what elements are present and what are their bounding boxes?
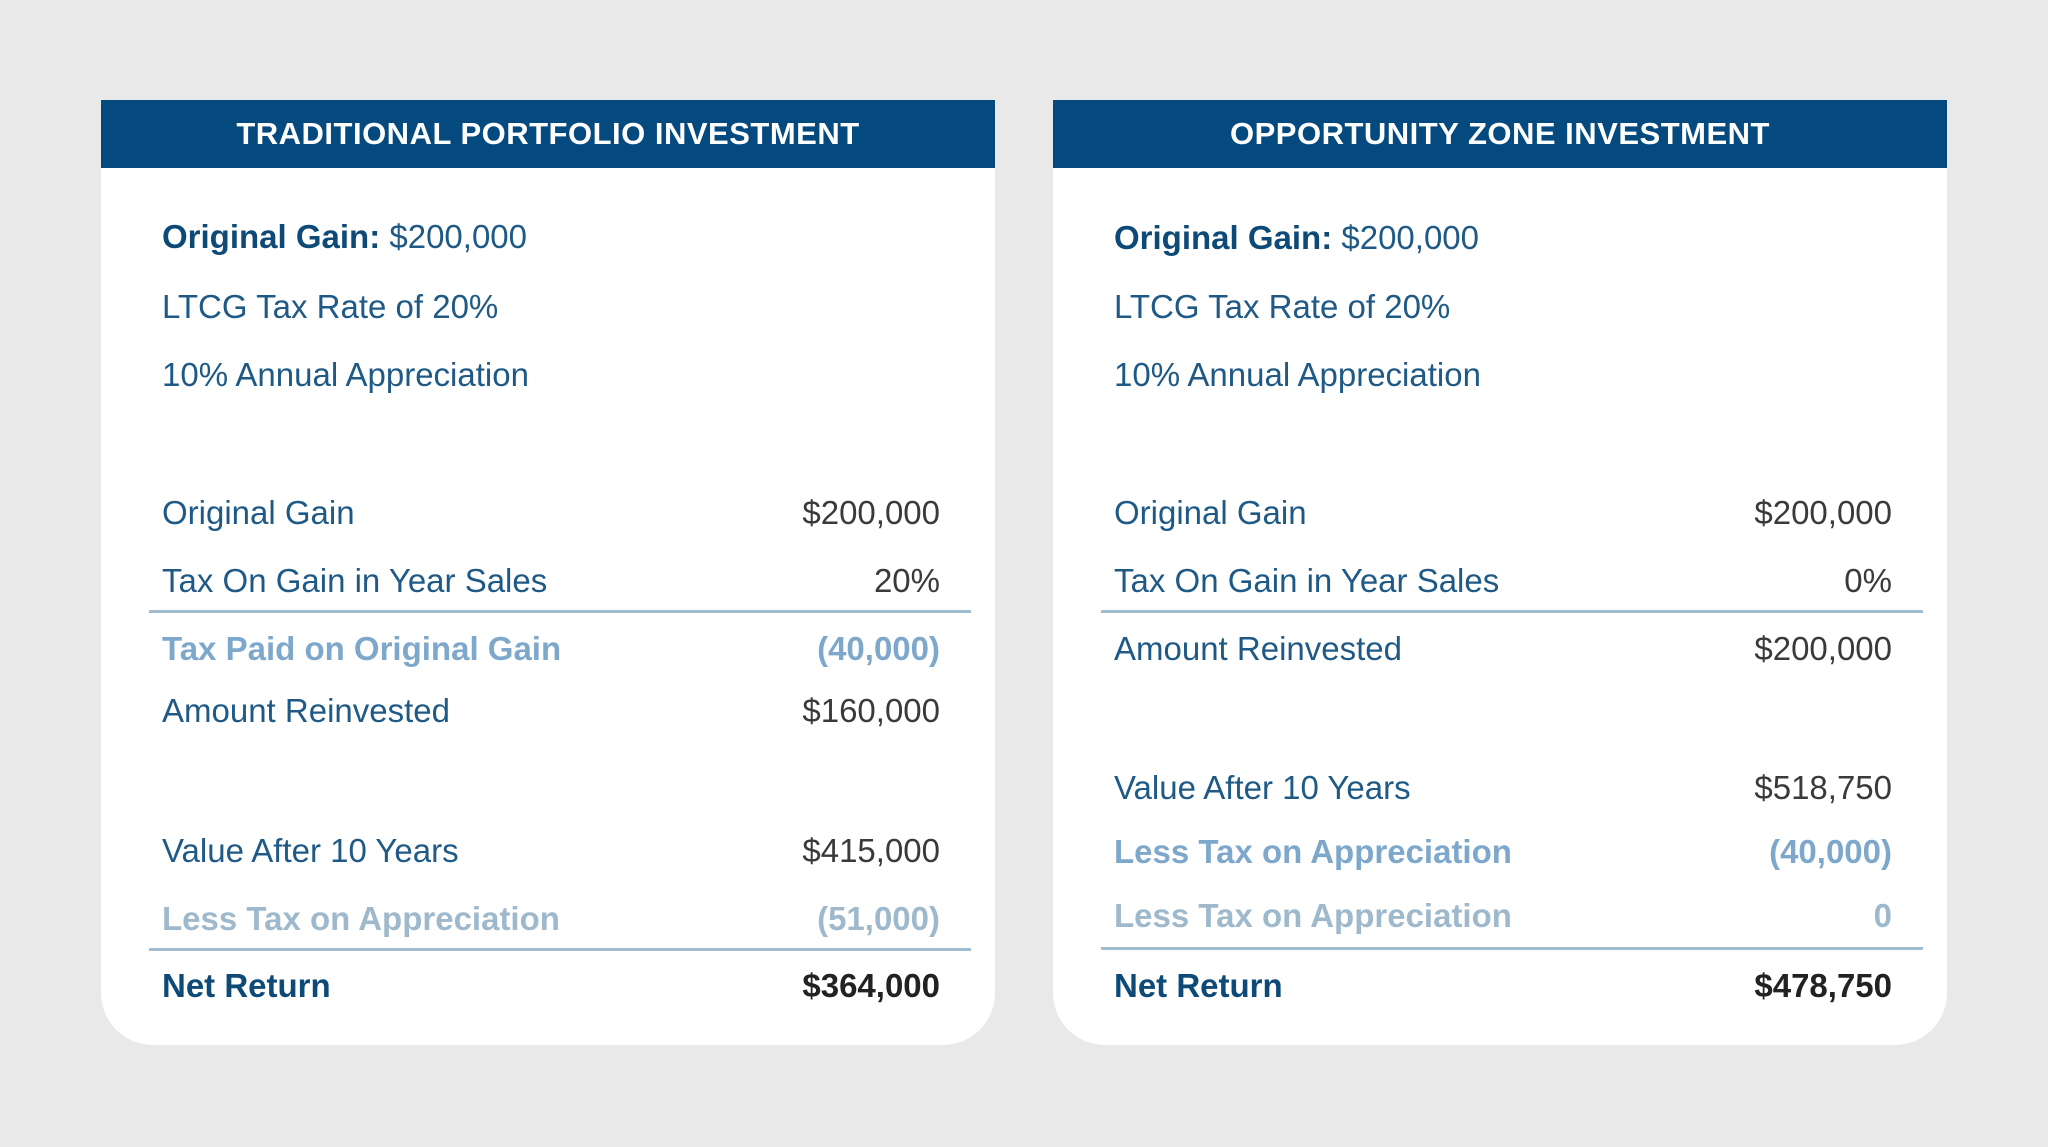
intro-original-gain-label: Original Gain: (1114, 219, 1333, 256)
divider (149, 948, 971, 951)
row-label: Net Return (162, 967, 331, 1004)
row-label: Original Gain (1114, 494, 1307, 531)
divider (1101, 947, 1923, 950)
card-title: OPPORTUNITY ZONE INVESTMENT (1053, 100, 1947, 168)
row-value: 0% (1844, 562, 1892, 599)
row-label: Amount Reinvested (162, 692, 450, 729)
row-value: $200,000 (1754, 494, 1892, 531)
row-value: $160,000 (802, 692, 940, 729)
row-tax-paid: Tax Paid on Original Gain (40,000) (162, 627, 940, 671)
row-value-after-10-years: Value After 10 Years $415,000 (162, 829, 940, 873)
row-label: Original Gain (162, 494, 355, 531)
intro-appreciation: 10% Annual Appreciation (162, 356, 529, 393)
row-amount-reinvested: Amount Reinvested $160,000 (162, 689, 940, 733)
row-less-tax-appreciation: Less Tax on Appreciation (51,000) (162, 897, 940, 941)
row-value: (51,000) (817, 900, 940, 937)
row-net-return: Net Return $364,000 (162, 964, 940, 1008)
row-label: Value After 10 Years (162, 832, 459, 869)
row-tax-on-gain: Tax On Gain in Year Sales 0% (1114, 559, 1892, 603)
row-label: Amount Reinvested (1114, 630, 1402, 667)
row-label: Tax On Gain in Year Sales (162, 562, 548, 599)
row-value: $415,000 (802, 832, 940, 869)
intro-original-gain-label: Original Gain: (162, 218, 381, 255)
traditional-investment-card: TRADITIONAL PORTFOLIO INVESTMENT Origina… (101, 100, 995, 1045)
row-value: $478,750 (1754, 967, 1892, 1004)
row-value: 20% (873, 562, 940, 599)
row-value: (40,000) (1769, 833, 1892, 870)
row-value: $518,750 (1754, 769, 1892, 806)
row-amount-reinvested: Amount Reinvested $200,000 (1114, 627, 1892, 671)
card-title: TRADITIONAL PORTFOLIO INVESTMENT (101, 100, 995, 168)
row-net-return: Net Return $478,750 (1114, 964, 1892, 1008)
intro-tax-rate: LTCG Tax Rate of 20% (162, 288, 499, 325)
row-label: Tax Paid on Original Gain (162, 630, 562, 667)
intro-original-gain: Original Gain: $200,000 (1114, 219, 1479, 257)
intro-original-gain-value: $200,000 (389, 218, 528, 255)
row-label: Less Tax on Appreciation (1114, 897, 1512, 934)
row-less-tax-appreciation: Less Tax on Appreciation 0 (1114, 894, 1892, 938)
row-original-gain: Original Gain $200,000 (1114, 491, 1892, 535)
opportunity-zone-card: OPPORTUNITY ZONE INVESTMENT Original Gai… (1053, 100, 1947, 1045)
row-value: $200,000 (1754, 630, 1892, 667)
divider (1101, 610, 1923, 613)
intro-original-gain: Original Gain: $200,000 (162, 218, 527, 256)
row-tax-on-gain: Tax On Gain in Year Sales 20% (162, 559, 940, 603)
row-value: (40,000) (817, 630, 940, 667)
row-label: Less Tax on Appreciation (162, 900, 560, 937)
row-less-tax-appreciation: Less Tax on Appreciation (40,000) (1114, 830, 1892, 874)
row-value-after-10-years: Value After 10 Years $518,750 (1114, 766, 1892, 810)
row-original-gain: Original Gain $200,000 (162, 491, 940, 535)
row-label: Value After 10 Years (1114, 769, 1411, 806)
intro-tax-rate: LTCG Tax Rate of 20% (1114, 288, 1451, 325)
intro-original-gain-value: $200,000 (1341, 219, 1480, 256)
row-value: $200,000 (802, 494, 940, 531)
row-label: Net Return (1114, 967, 1283, 1004)
row-label: Tax On Gain in Year Sales (1114, 562, 1500, 599)
divider (149, 610, 971, 613)
row-value: $364,000 (802, 967, 940, 1004)
row-value: 0 (1873, 897, 1892, 934)
intro-appreciation: 10% Annual Appreciation (1114, 356, 1481, 393)
row-label: Less Tax on Appreciation (1114, 833, 1512, 870)
